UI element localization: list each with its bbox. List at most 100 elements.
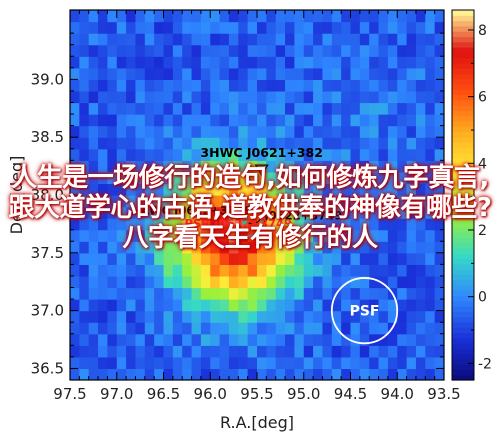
heatmap-cell (98, 345, 108, 358)
heatmap-cell (116, 10, 127, 11)
colorbar-segment (452, 274, 474, 281)
heatmap-cell (116, 125, 127, 138)
heatmap-cell (257, 79, 267, 92)
heatmap-cell (135, 322, 146, 335)
heatmap-cell (369, 310, 380, 323)
heatmap-cell (191, 322, 202, 335)
heatmap-cell (107, 310, 118, 323)
heatmap-cell (219, 218, 230, 231)
heatmap-cell (285, 241, 295, 254)
heatmap-cell (425, 102, 436, 115)
heatmap-cell (322, 67, 333, 80)
heatmap-cell (98, 114, 108, 127)
heatmap-cell (154, 67, 165, 80)
heatmap-cell (238, 368, 249, 380)
colorbar-segment (452, 205, 474, 212)
colorbar-segment (452, 269, 474, 275)
heatmap-cell (154, 171, 165, 185)
heatmap-cell (313, 264, 324, 277)
heatmap-cell (144, 299, 155, 312)
heatmap-cell (266, 114, 277, 127)
heatmap-cell (238, 322, 249, 335)
heatmap-cell (285, 44, 295, 57)
heatmap-cell (135, 368, 146, 380)
heatmap-cell (331, 33, 342, 46)
heatmap-cell (182, 195, 193, 208)
heatmap-cell (172, 333, 183, 346)
heatmap-cell (294, 299, 305, 312)
heatmap-cell (359, 252, 370, 265)
heatmap-cell (182, 206, 193, 219)
heatmap-cell (135, 148, 146, 161)
heatmap-cell (200, 67, 211, 80)
heatmap-cell (144, 56, 155, 69)
heatmap-cell (182, 90, 193, 104)
heatmap-cell (98, 275, 108, 289)
heatmap-cell (397, 206, 408, 219)
heatmap-cell (294, 206, 305, 219)
heatmap-cell (79, 252, 90, 265)
heatmap-cell (172, 287, 183, 300)
colorbar-segment (452, 36, 474, 43)
heatmap-cell (70, 356, 80, 370)
heatmap-cell (79, 218, 90, 231)
heatmap-cell (116, 183, 127, 196)
heatmap-cell (266, 67, 277, 80)
heatmap-cell (341, 79, 352, 92)
heatmap-cell (107, 229, 118, 242)
heatmap-cell (154, 333, 165, 346)
heatmap-cell (303, 10, 314, 23)
heatmap-cell (191, 67, 202, 80)
heatmap-cell (88, 333, 99, 346)
heatmap-cell (154, 114, 165, 127)
partial-source-label: HAWC J0622+3749 (131, 204, 252, 218)
heatmap-cell (144, 195, 155, 208)
heatmap-cell (163, 368, 174, 380)
heatmap-cell (98, 310, 108, 323)
heatmap-cell (79, 310, 90, 323)
heatmap-cell (425, 252, 436, 265)
heatmap-cell (107, 252, 118, 265)
heatmap-cell (135, 21, 146, 34)
heatmap-cell (434, 241, 444, 254)
heatmap-cell (219, 56, 230, 69)
heatmap-cell (200, 56, 211, 69)
heatmap-cell (79, 264, 90, 277)
heatmap-cell (387, 275, 398, 289)
heatmap-cell (434, 368, 444, 380)
heatmap-cell (98, 33, 108, 46)
heatmap-cell (107, 33, 118, 46)
heatmap-cell (163, 56, 174, 69)
heatmap-cell (247, 137, 258, 150)
heatmap-cell (70, 287, 80, 300)
heatmap-cell (378, 114, 389, 127)
heatmap-cell (228, 102, 239, 115)
heatmap-cell (228, 90, 239, 104)
heatmap-cell (219, 44, 230, 57)
heatmap-cell (359, 125, 370, 138)
heatmap-cell (350, 368, 361, 380)
heatmap-cell (359, 21, 370, 34)
heatmap-cell (70, 218, 80, 231)
heatmap-cell (434, 183, 444, 196)
heatmap-cell (88, 218, 99, 231)
heatmap-cell (275, 90, 286, 104)
heatmap-cell (154, 56, 165, 69)
heatmap-cell (434, 79, 444, 92)
heatmap-cell (247, 368, 258, 380)
heatmap-cell (266, 252, 277, 265)
heatmap-cell (266, 160, 277, 173)
heatmap-cell (116, 114, 127, 127)
heatmap-cell (257, 56, 267, 69)
heatmap-cell (369, 252, 380, 265)
heatmap-cell (107, 183, 118, 196)
heatmap-cell (322, 229, 333, 242)
heatmap-cell (387, 252, 398, 265)
heatmap-cell (154, 44, 165, 57)
heatmap-cell (322, 287, 333, 300)
heatmap-cell (154, 345, 165, 358)
heatmap-cell (359, 79, 370, 92)
heatmap-cell (200, 102, 211, 115)
heatmap-cell (88, 345, 99, 358)
heatmap-cell (144, 160, 155, 173)
